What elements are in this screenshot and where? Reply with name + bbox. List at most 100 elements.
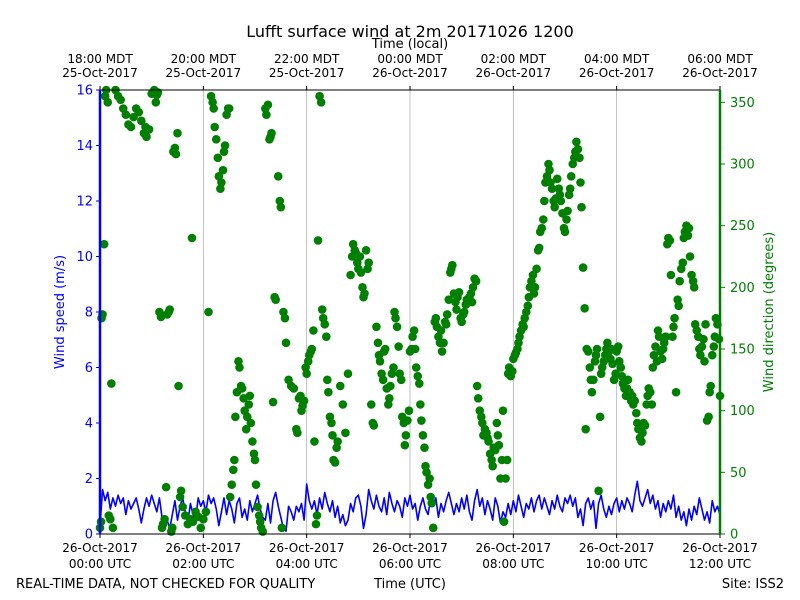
left-tick-label: 10: [76, 250, 93, 265]
wind-direction-point: [263, 100, 273, 110]
wind-direction-point: [356, 268, 366, 277]
top-axis-label: Time (local): [371, 37, 448, 52]
wind-direction-point: [410, 344, 420, 354]
wind-direction-point: [439, 338, 448, 348]
wind-direction-point: [392, 322, 402, 332]
wind-direction-point: [173, 128, 182, 138]
wind-direction-point: [709, 342, 719, 351]
wind-direction-point: [328, 431, 337, 440]
wind-direction-point: [116, 95, 125, 105]
top-tick-time: 02:00 MDT: [481, 52, 547, 66]
wind-direction-point: [360, 289, 369, 298]
wind-direction-point: [589, 375, 598, 385]
wind-direction-point: [121, 110, 131, 119]
wind-direction-point: [253, 502, 262, 512]
chart-title: Lufft surface wind at 2m 20171026 1200: [246, 22, 574, 41]
wind-direction-point: [444, 295, 454, 304]
wind-direction-point: [262, 110, 271, 119]
wind-direction-point: [428, 523, 438, 533]
wind-direction-point: [176, 486, 186, 496]
wind-direction-point: [689, 283, 699, 292]
wind-direction-point: [501, 474, 510, 483]
wind-direction-point: [142, 132, 151, 142]
wind-direction-point: [701, 320, 710, 329]
wind-direction-point: [492, 418, 502, 428]
wind-direction-point: [227, 480, 237, 489]
wind-direction-point: [431, 313, 441, 323]
left-tick-label: 16: [76, 84, 93, 99]
wind-direction-point: [577, 202, 586, 212]
wind-direction-point: [493, 431, 503, 440]
wind-direction-point: [594, 486, 603, 496]
wind-direction-point: [595, 412, 605, 422]
wind-direction-point: [684, 223, 694, 233]
wind-direction-point: [587, 387, 597, 397]
wind-direction-point: [311, 519, 321, 529]
top-tick-time: 18:00 MDT: [67, 52, 133, 66]
footer-site: Site: ISS2: [722, 577, 784, 592]
right-axis-ticks: 0 50 100 150 200 250 300 350: [720, 96, 755, 543]
wind-direction-point: [457, 317, 466, 327]
bottom-tick-date: 26-Oct-2017: [166, 541, 242, 555]
wind-direction-point: [416, 400, 425, 409]
wind-direction-point: [323, 375, 332, 385]
wind-direction-point: [237, 384, 247, 393]
wind-direction-point: [657, 354, 667, 364]
bottom-tick-date: 26-Oct-2017: [476, 541, 552, 555]
bottom-tick-time: 06:00 UTC: [379, 557, 441, 571]
x-axis-label: Time (UTC): [373, 577, 446, 592]
wind-direction-point: [583, 347, 593, 356]
wind-direction-point: [378, 375, 388, 385]
wind-direction-point: [437, 347, 447, 356]
wind-direction-point: [333, 437, 342, 446]
wind-direction-point: [630, 396, 640, 406]
wind-direction-point: [153, 88, 163, 97]
wind-direction-point: [225, 492, 235, 502]
wind-direction-point: [488, 461, 497, 471]
wind-direction-point: [366, 400, 376, 409]
wind-direction-point: [248, 437, 257, 446]
wind-direction-point: [389, 363, 398, 372]
wind-direction-point: [566, 172, 576, 181]
wind-direction-point: [335, 381, 345, 391]
top-tick-time: 22:00 MDT: [274, 52, 340, 66]
wind-direction-point: [302, 369, 311, 378]
wind-direction-point: [178, 502, 187, 512]
wind-direction-point: [519, 322, 528, 332]
wind-direction-point: [245, 391, 255, 401]
wind-direction-point: [324, 387, 333, 397]
wind-direction-point: [161, 482, 171, 492]
wind-direction-point: [413, 371, 423, 381]
right-tick-label: 50: [730, 466, 747, 481]
wind-direction-point: [103, 98, 113, 107]
wind-direction-point: [572, 137, 581, 147]
top-tick-date: 26-Oct-2017: [476, 66, 552, 80]
left-axis-ticks: 0 2 4 6 8 10 12 14 16: [76, 84, 100, 543]
wind-direction-point: [638, 428, 647, 438]
wind-direction-point: [467, 297, 477, 307]
wind-direction-point: [472, 381, 482, 391]
top-tick-date: 26-Oct-2017: [579, 66, 655, 80]
wind-direction-point: [230, 455, 239, 465]
wind-direction-point: [420, 443, 429, 452]
wind-direction-point: [151, 98, 161, 107]
footer-quality-note: REAL-TIME DATA, NOT CHECKED FOR QUALITY: [16, 577, 315, 592]
wind-direction-point: [316, 98, 326, 107]
wind-direction-point: [617, 371, 627, 381]
wind-direction-point: [126, 122, 136, 132]
wind-direction-point: [99, 239, 109, 249]
wind-direction-point: [696, 350, 705, 360]
wind-direction-point: [539, 215, 548, 224]
wind-direction-point: [640, 421, 650, 430]
wind-direction-point: [201, 507, 211, 517]
bottom-tick-date: 26-Oct-2017: [62, 541, 138, 555]
wind-direction-point: [106, 514, 115, 524]
wind-direction-point: [685, 252, 695, 261]
vertical-gridlines: [202, 90, 618, 534]
wind-direction-point: [427, 498, 437, 508]
wind-speed-line: [99, 480, 721, 533]
bottom-tick-date: 26-Oct-2017: [269, 541, 345, 555]
bottom-tick-time: 10:00 UTC: [586, 557, 648, 571]
